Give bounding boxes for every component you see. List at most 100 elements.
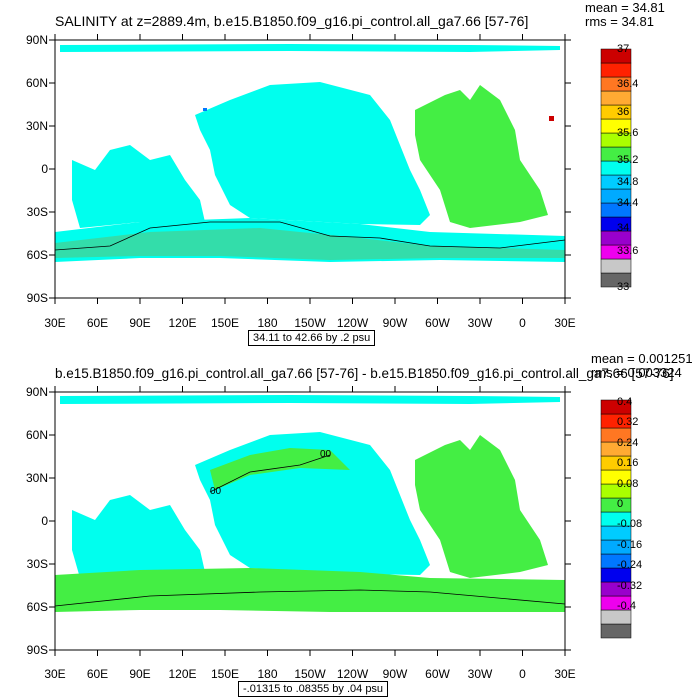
p1-southern-contour-band bbox=[55, 228, 565, 260]
p1-lon-label-9: 60W bbox=[425, 316, 450, 330]
p1-colorbar-label-7: 34 bbox=[617, 222, 630, 234]
panel2-mean: mean = 0.001251 bbox=[591, 351, 693, 366]
p1-colorbar-swatch bbox=[600, 48, 632, 64]
p1-colorbar-label-5: 34.8 bbox=[617, 176, 639, 188]
p1-colorbar-label-2: 36 bbox=[617, 106, 630, 118]
p2-colorbar-label-10: -0.4 bbox=[617, 600, 636, 612]
p2-lon-label-5: 180 bbox=[257, 667, 278, 681]
p1-lon-label-11: 0 bbox=[519, 316, 526, 330]
panel1-mean: mean = 34.81 bbox=[585, 0, 665, 15]
p2-lat-label-1: 60N bbox=[25, 428, 48, 442]
p2-lon-label-9: 60W bbox=[425, 667, 450, 681]
p1-colorbar-label-0: 37 bbox=[617, 43, 630, 55]
p2-colorbar-label-8: -0.24 bbox=[617, 559, 643, 572]
axis-ticks bbox=[49, 34, 571, 656]
p2-arctic-ocean bbox=[60, 395, 560, 404]
p1-lon-label-5: 180 bbox=[257, 316, 278, 330]
p2-lat-label-4: 30S bbox=[26, 557, 48, 571]
panel1-rms: rms = 34.81 bbox=[585, 14, 655, 29]
p2-lon-label-3: 120E bbox=[168, 667, 197, 681]
p1-indian-ocean bbox=[72, 145, 205, 228]
p2-colorbar-swatch bbox=[600, 497, 632, 513]
p2-colorbar-label-2: 0.24 bbox=[617, 436, 639, 449]
p1-atlantic-ocean bbox=[415, 85, 548, 228]
p1-colorbar-label-3: 35.6 bbox=[617, 127, 639, 139]
p2-colorbar-swatch bbox=[600, 609, 632, 625]
p1-lat-label-6: 90S bbox=[26, 291, 48, 305]
p1-lon-label-6: 150W bbox=[294, 316, 326, 330]
p1-colorbar-swatch bbox=[600, 62, 632, 78]
p1-lon-label-8: 90W bbox=[382, 316, 408, 330]
p2-colorbar-label-3: 0.16 bbox=[617, 457, 639, 470]
p2-colorbar-label-1: 0.32 bbox=[617, 416, 639, 429]
p2-colorbar-label-6: -0.08 bbox=[617, 518, 643, 531]
p2-lon-label-0: 30E bbox=[44, 667, 66, 681]
panel1-map bbox=[54, 39, 566, 299]
panel2-title: b.e15.B1850.f09_g16.pi_control.all_ga7.6… bbox=[55, 366, 674, 381]
p2-contour-label-b: 00 bbox=[320, 449, 332, 460]
p2-southern-ocean bbox=[55, 568, 565, 612]
p2-lon-label-7: 120W bbox=[336, 667, 369, 681]
p2-north-pacific-band bbox=[210, 448, 350, 490]
p2-lat-label-3: 0 bbox=[41, 514, 48, 528]
p2-contour-label-a: 00 bbox=[210, 486, 222, 497]
p2-lon-label-12: 30E bbox=[554, 667, 576, 681]
p1-pacific-ocean bbox=[195, 82, 430, 225]
panel1-contour-info: 34.11 to 42.66 by .2 psu bbox=[248, 330, 376, 346]
p1-colorbar-label-9: 33 bbox=[617, 281, 630, 293]
p2-lon-label-10: 30W bbox=[467, 667, 493, 681]
panel2-colorbar bbox=[600, 399, 632, 639]
p1-lat-label-3: 0 bbox=[41, 162, 48, 176]
p2-lat-label-6: 90S bbox=[26, 643, 48, 657]
p2-colorbar-label-4: 0.08 bbox=[617, 477, 639, 490]
p2-indian-ocean bbox=[72, 495, 205, 578]
p1-lat-label-0: 90N bbox=[25, 33, 48, 47]
p2-colorbar-swatch bbox=[600, 623, 632, 639]
p2-colorbar-label-0: 0.4 bbox=[617, 396, 633, 408]
panel1-title: SALINITY at z=2889.4m, b.e15.B1850.f09_g… bbox=[55, 13, 529, 29]
p2-lat-label-5: 60S bbox=[26, 600, 48, 614]
p1-lon-label-10: 30W bbox=[467, 316, 493, 330]
panel2-map bbox=[54, 391, 566, 651]
p2-colorbar-swatch bbox=[600, 399, 632, 415]
p1-arctic-ocean bbox=[60, 44, 560, 52]
p1-colorbar-label-8: 33.6 bbox=[617, 245, 639, 257]
panel2-contour-info: -.01315 to .08355 by .04 psu bbox=[238, 681, 389, 697]
p1-colorbar-label-4: 35.2 bbox=[617, 154, 639, 166]
p2-contour-line-south bbox=[54, 589, 566, 607]
panel1-colorbar bbox=[600, 48, 632, 288]
p1-lon-label-1: 60E bbox=[86, 316, 109, 330]
p1-lon-label-2: 90E bbox=[129, 316, 151, 330]
p1-lon-label-0: 30E bbox=[44, 316, 66, 330]
p2-lon-label-8: 90W bbox=[382, 667, 408, 681]
p2-lon-label-11: 0 bbox=[519, 667, 526, 681]
p1-small-blue-spot bbox=[203, 108, 207, 111]
p1-lon-label-4: 150E bbox=[210, 316, 240, 330]
p1-colorbar-label-1: 36.4 bbox=[617, 78, 639, 90]
p2-lon-label-4: 150E bbox=[210, 667, 240, 681]
p1-mediterranean-spot bbox=[549, 116, 554, 121]
panel2-rms: rms = 0.003324 bbox=[591, 365, 682, 380]
p1-lat-label-1: 60N bbox=[25, 76, 48, 90]
p1-colorbar-swatch bbox=[600, 90, 632, 106]
p1-lon-label-12: 30E bbox=[554, 316, 576, 330]
p1-colorbar-label-6: 34.4 bbox=[617, 197, 639, 209]
p2-lat-label-0: 90N bbox=[25, 385, 48, 399]
p2-lon-label-2: 90E bbox=[129, 667, 151, 681]
p1-lat-label-2: 30N bbox=[25, 119, 48, 133]
p2-colorbar-label-9: -0.32 bbox=[617, 579, 643, 592]
p2-lat-label-2: 30N bbox=[25, 471, 48, 485]
p1-lat-label-4: 30S bbox=[26, 205, 48, 219]
p1-lon-label-3: 120E bbox=[168, 316, 197, 330]
p1-lat-label-5: 60S bbox=[26, 248, 48, 262]
p2-lon-label-6: 150W bbox=[294, 667, 326, 681]
p2-lon-label-1: 60E bbox=[86, 667, 109, 681]
p2-colorbar-label-5: 0 bbox=[617, 498, 624, 510]
p1-colorbar-swatch bbox=[600, 258, 632, 274]
p1-lon-label-7: 120W bbox=[336, 316, 369, 330]
p2-contour-line-north bbox=[209, 454, 331, 493]
p2-colorbar-label-7: -0.16 bbox=[617, 538, 643, 551]
p1-contour-line bbox=[54, 221, 566, 251]
p2-atlantic-ocean bbox=[415, 435, 548, 578]
